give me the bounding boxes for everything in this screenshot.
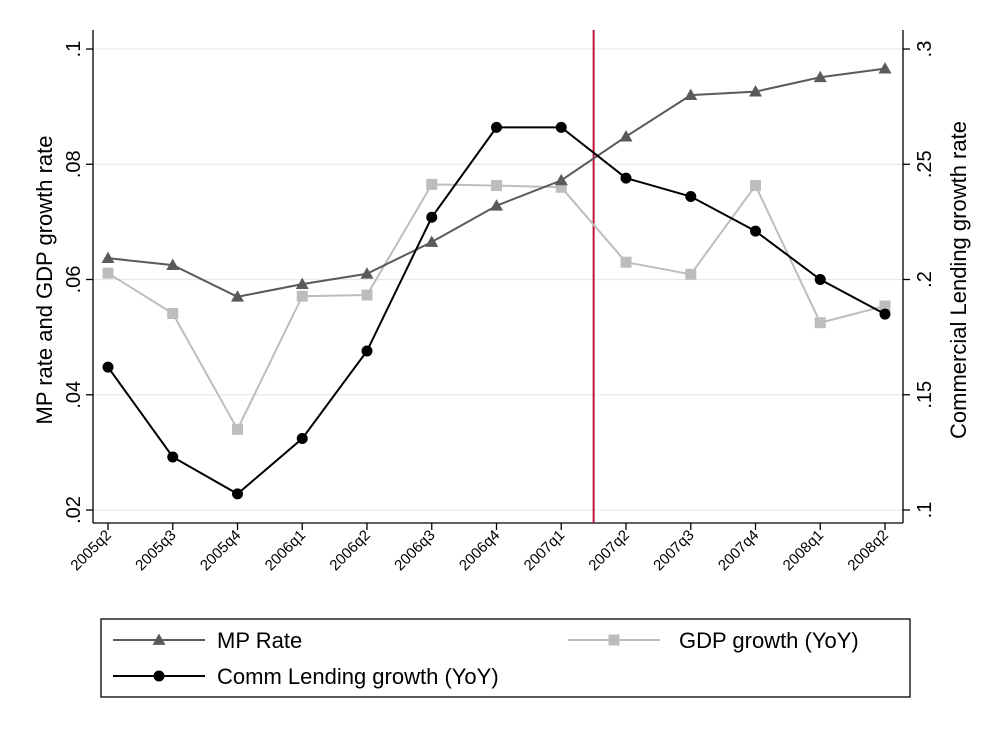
data-point	[554, 173, 568, 186]
data-point	[167, 451, 179, 463]
data-point	[620, 172, 632, 184]
data-point	[361, 345, 373, 357]
legend-swatch-marker	[152, 633, 166, 645]
data-point	[296, 433, 308, 445]
left-tick-label: .02	[63, 496, 85, 524]
legend-label: GDP growth (YoY)	[679, 628, 859, 653]
data-point	[684, 88, 698, 100]
data-point	[814, 274, 826, 285]
left-tick-label: .04	[63, 381, 85, 409]
right-axis-label: Commercial Lending growth rate	[946, 121, 971, 439]
data-point	[555, 121, 567, 133]
data-point	[879, 308, 891, 320]
data-series	[101, 62, 892, 500]
left-tick-label: .1	[63, 41, 85, 58]
data-point	[620, 256, 632, 268]
data-point	[491, 121, 502, 133]
gridlines	[93, 48, 903, 511]
data-point	[102, 267, 114, 279]
data-point	[750, 180, 761, 192]
legend-box	[100, 618, 911, 698]
data-point	[425, 235, 439, 247]
data-point	[685, 268, 697, 280]
data-point	[814, 317, 826, 329]
data-point	[685, 191, 697, 203]
data-point	[619, 130, 633, 142]
data-point	[231, 290, 244, 302]
data-point	[878, 62, 892, 74]
right-tick-label: .25	[914, 150, 936, 178]
data-point	[166, 258, 180, 270]
data-point	[232, 423, 243, 435]
left-tick-label: .06	[63, 266, 85, 294]
data-point	[101, 251, 115, 264]
data-point	[295, 277, 309, 289]
legend: MP Rate GDP growth (YoY) Comm Lending grow…	[100, 618, 911, 698]
data-point	[750, 225, 761, 237]
right-tick-label: .1	[914, 502, 936, 519]
right-tick-label: .3	[914, 41, 936, 58]
data-point	[813, 70, 827, 83]
right-tick-label: .2	[914, 271, 936, 288]
left-axis-label: MP rate and GDP growth rate	[32, 136, 57, 425]
data-point	[491, 180, 502, 192]
legend-swatch-marker	[153, 670, 165, 682]
data-point	[361, 289, 373, 301]
data-point	[555, 181, 567, 193]
right-tick-label: .15	[914, 381, 936, 409]
data-point	[232, 488, 243, 500]
data-point	[426, 211, 438, 223]
data-point	[296, 290, 308, 302]
legend-swatch-marker	[608, 634, 620, 646]
data-point	[879, 300, 891, 312]
data-point	[167, 307, 179, 319]
legend-label: Comm Lending growth (YoY)	[217, 664, 499, 689]
data-point	[360, 267, 374, 279]
data-point	[102, 361, 114, 373]
legend-label: MP Rate	[217, 628, 302, 653]
data-point	[490, 199, 503, 211]
data-point	[749, 85, 762, 97]
left-tick-label: .08	[63, 150, 85, 178]
data-point	[426, 178, 438, 190]
